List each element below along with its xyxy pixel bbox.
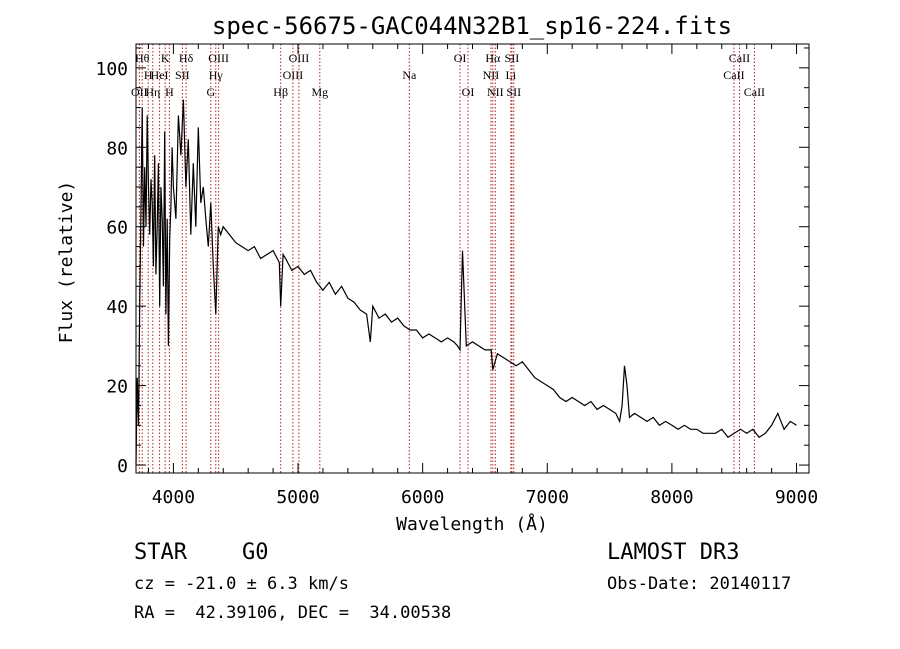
object-subclass: G0: [242, 540, 269, 565]
line-label-11: OIII: [208, 51, 229, 65]
line-label-23: SII: [505, 51, 520, 65]
x-axis-label: Wavelength (Å): [396, 513, 548, 535]
y-axis-ticks: 0 20 40 60 80 100: [95, 47, 809, 477]
line-label-21: NII: [487, 85, 504, 99]
observation-date: Obs-Date: 20140117: [607, 574, 792, 594]
line-label-22: Li: [506, 68, 517, 82]
x-tick-label-3: 7000: [526, 487, 569, 508]
y-tick-label-4: 80: [106, 138, 128, 159]
coordinates: RA = 42.39106, DEC = 34.00538: [134, 603, 452, 623]
line-label-4: HeI: [151, 68, 169, 82]
line-label-5: K: [161, 51, 170, 65]
line-label-18: OI: [462, 85, 475, 99]
x-tick-label-1: 5000: [276, 487, 319, 508]
y-axis-label: Flux (relative): [56, 181, 77, 344]
line-label-15: Mg: [311, 85, 328, 99]
spectral-line-labels: OIIHθHHηHeIKHSIIHδGHγOIIIHβOIIIOIIIMgNaO…: [131, 51, 765, 99]
line-label-10: Hγ: [209, 68, 224, 82]
y-tick-label-5: 100: [95, 59, 128, 80]
x-axis-ticks: 4000 5000 6000 7000 8000 9000: [147, 44, 818, 508]
plot-frame: [135, 43, 810, 474]
line-label-0: OII: [131, 85, 148, 99]
line-label-27: CaII: [744, 85, 765, 99]
line-label-13: OIII: [283, 68, 304, 82]
line-label-8: Hδ: [179, 51, 194, 65]
line-label-25: CaII: [723, 68, 744, 82]
redshift-cz: cz = -21.0 ± 6.3 km/s: [134, 574, 349, 594]
chart-title: spec-56675-GAC044N32B1_sp16-224.fits: [212, 12, 732, 40]
line-label-20: Hα: [485, 51, 501, 65]
line-label-3: Hη: [145, 85, 160, 99]
line-label-1: Hθ: [135, 51, 150, 65]
line-label-7: SII: [175, 68, 190, 82]
y-tick-label-3: 60: [106, 218, 128, 239]
spectral-line-markers: [138, 44, 755, 473]
x-tick-label-4: 8000: [650, 487, 693, 508]
x-tick-label-5: 9000: [775, 487, 818, 508]
object-class: STAR: [134, 540, 187, 565]
line-label-2: H: [144, 68, 153, 82]
line-label-14: OIII: [289, 51, 310, 65]
line-label-19: NII: [483, 68, 500, 82]
line-label-6: H: [165, 85, 174, 99]
line-label-9: G: [206, 85, 215, 99]
x-tick-label-2: 6000: [401, 487, 444, 508]
line-label-12: Hβ: [273, 85, 288, 99]
line-label-17: OI: [454, 51, 467, 65]
y-tick-label-2: 40: [106, 297, 128, 318]
line-label-16: Na: [402, 68, 417, 82]
y-tick-label-1: 20: [106, 377, 128, 398]
survey-name: LAMOST DR3: [607, 540, 740, 565]
x-tick-label-0: 4000: [152, 487, 195, 508]
y-tick-label-0: 0: [117, 456, 128, 477]
spectrum-line: [135, 99, 797, 466]
line-label-24: SII: [506, 85, 521, 99]
line-label-26: CaII: [729, 51, 750, 65]
